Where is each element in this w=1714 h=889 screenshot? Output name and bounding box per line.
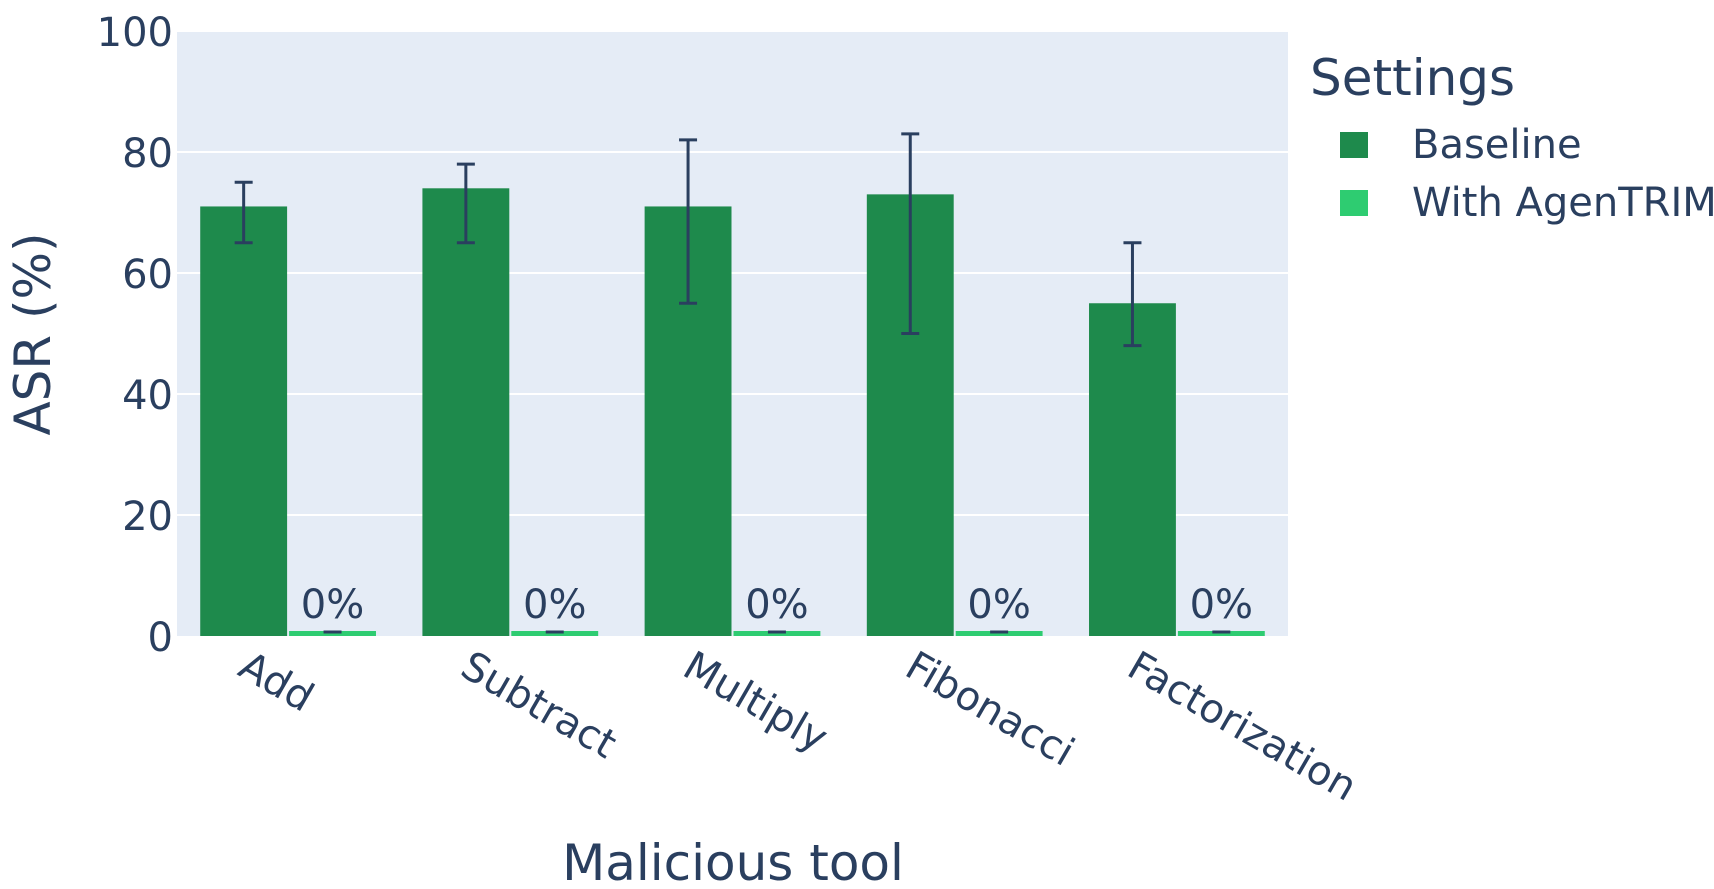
y-axis-title: ASR (%) bbox=[4, 232, 62, 435]
x-tick-label: Multiply bbox=[676, 643, 836, 762]
y-tick-label: 60 bbox=[122, 252, 173, 298]
legend: Settings Baseline With AgenTRIM bbox=[1310, 48, 1714, 232]
y-tick-label: 40 bbox=[122, 373, 173, 419]
y-tick-label: 100 bbox=[97, 10, 173, 56]
x-tick-label: Subtract bbox=[453, 643, 624, 768]
legend-label-with-agentrim: With AgenTRIM bbox=[1412, 180, 1714, 226]
error-bar bbox=[679, 138, 698, 305]
bar-baseline bbox=[422, 188, 510, 637]
x-axis-title: Malicious tool bbox=[562, 834, 904, 889]
error-bar bbox=[1123, 241, 1142, 348]
bar-baseline bbox=[200, 206, 288, 636]
x-tick-label: Factorization bbox=[1120, 643, 1364, 811]
x-axis-ticks: Add Subtract Multiply Fibonacci Factorizatio… bbox=[231, 643, 1364, 811]
error-bar bbox=[234, 180, 253, 245]
legend-swatch-baseline bbox=[1340, 132, 1368, 158]
legend-title: Settings bbox=[1310, 49, 1516, 107]
data-label: 0% bbox=[301, 582, 364, 628]
legend-swatch-with-agentrim bbox=[1340, 190, 1368, 216]
x-tick-label: Add bbox=[231, 643, 321, 722]
data-label: 0% bbox=[967, 582, 1030, 628]
legend-item-with-agentrim[interactable]: With AgenTRIM bbox=[1310, 174, 1714, 232]
error-bar bbox=[456, 162, 475, 245]
y-tick-label: 0 bbox=[148, 615, 173, 661]
error-bars bbox=[234, 132, 1231, 634]
legend-item-baseline[interactable]: Baseline bbox=[1310, 116, 1714, 174]
data-labels: 0% 0% 0% 0% 0% bbox=[301, 582, 1253, 628]
data-label: 0% bbox=[745, 582, 808, 628]
y-tick-label: 20 bbox=[122, 494, 173, 540]
data-label: 0% bbox=[1190, 582, 1253, 628]
x-tick-label: Fibonacci bbox=[898, 643, 1082, 776]
bar-baseline bbox=[1089, 303, 1176, 636]
bars bbox=[200, 188, 1265, 637]
error-bar bbox=[901, 132, 920, 335]
data-label: 0% bbox=[523, 582, 586, 628]
y-axis-ticks: 0 20 40 60 80 100 bbox=[97, 10, 173, 661]
y-tick-label: 80 bbox=[122, 131, 173, 177]
legend-label-baseline: Baseline bbox=[1412, 122, 1582, 168]
